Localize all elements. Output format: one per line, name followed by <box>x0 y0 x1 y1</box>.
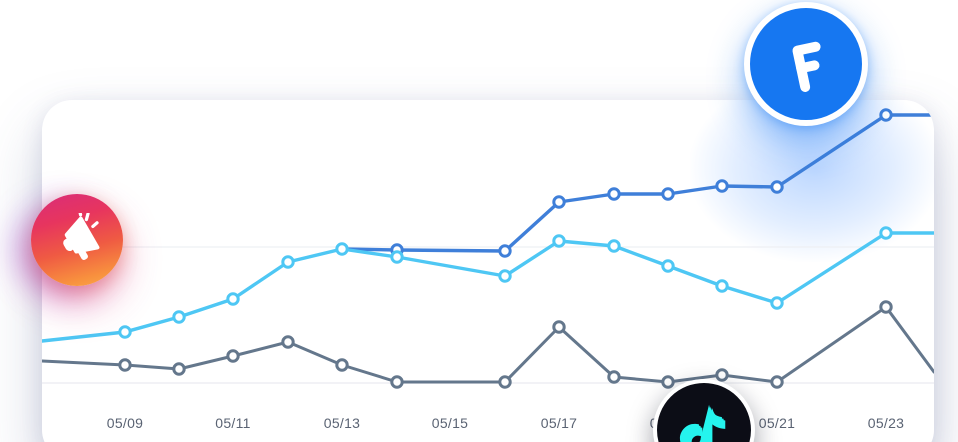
facebook-series-point[interactable] <box>552 195 566 209</box>
facebook-series-point[interactable] <box>770 180 784 194</box>
announcement-badge[interactable] <box>31 194 123 286</box>
gray-series-point[interactable] <box>118 358 132 372</box>
gray-series-point[interactable] <box>390 375 404 389</box>
tiktok-note-icon <box>679 404 726 442</box>
facebook-series-point[interactable] <box>879 108 893 122</box>
x-tick-label: 05/23 <box>867 415 905 431</box>
gray-series-point[interactable] <box>498 375 512 389</box>
x-tick-label: 05/21 <box>758 415 796 431</box>
lightblue-series-point[interactable] <box>335 242 349 256</box>
x-tick-label: 05/09 <box>106 415 144 431</box>
megaphone-icon <box>63 213 100 260</box>
gray-series <box>42 300 934 389</box>
lightblue-series-point[interactable] <box>661 259 675 273</box>
facebook-series-line <box>340 113 934 253</box>
facebook-badge[interactable] <box>744 2 868 126</box>
facebook-f-icon <box>792 41 821 92</box>
lightblue-series-point[interactable] <box>770 296 784 310</box>
lightblue-series <box>42 226 934 343</box>
gray-series-point[interactable] <box>770 375 784 389</box>
gray-series-point[interactable] <box>552 320 566 334</box>
lightblue-series-point[interactable] <box>879 226 893 240</box>
facebook-series <box>340 108 934 258</box>
x-tick-label: 05/13 <box>323 415 361 431</box>
gray-series-point[interactable] <box>172 362 186 376</box>
gray-series-point[interactable] <box>281 335 295 349</box>
lightblue-series-point[interactable] <box>552 234 566 248</box>
x-tick-label: 05/15 <box>431 415 469 431</box>
lightblue-series-point[interactable] <box>172 310 186 324</box>
gray-series-point[interactable] <box>226 349 240 363</box>
facebook-series-point[interactable] <box>498 244 512 258</box>
facebook-series-point[interactable] <box>607 187 621 201</box>
lightblue-series-point[interactable] <box>715 279 729 293</box>
lightblue-series-point[interactable] <box>390 250 404 264</box>
gray-series-point[interactable] <box>607 370 621 384</box>
facebook-series-point[interactable] <box>661 187 675 201</box>
lightblue-series-point[interactable] <box>281 255 295 269</box>
gray-series-point[interactable] <box>715 368 729 382</box>
lightblue-series-point[interactable] <box>607 239 621 253</box>
lightblue-series-point[interactable] <box>226 292 240 306</box>
gray-series-point[interactable] <box>335 358 349 372</box>
x-tick-label: 05/11 <box>215 415 251 431</box>
lightblue-series-point[interactable] <box>118 325 132 339</box>
gray-series-point[interactable] <box>661 375 675 389</box>
lightblue-series-point[interactable] <box>498 269 512 283</box>
facebook-series-point[interactable] <box>715 179 729 193</box>
x-tick-label: 05/17 <box>540 415 578 431</box>
gray-series-point[interactable] <box>879 300 893 314</box>
